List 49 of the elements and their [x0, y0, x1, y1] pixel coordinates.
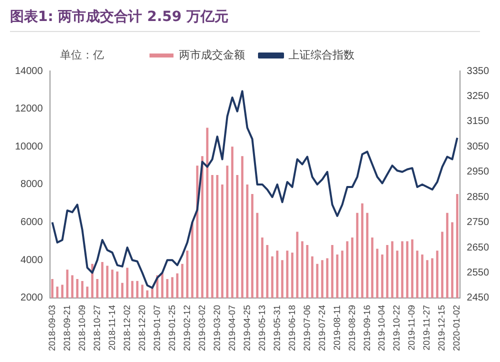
- x-tick-label: 2019-12-15: [436, 304, 447, 352]
- y2-tick-label: 2550: [466, 267, 490, 278]
- x-tick-label: 2019-05-13: [256, 304, 267, 352]
- y-tick-label: 2000: [20, 292, 44, 304]
- y2-tick-label: 3150: [466, 116, 490, 128]
- x-tick-label: 2019-07-24: [316, 304, 327, 352]
- legend-label: 两市成交金额: [179, 48, 245, 62]
- x-tick-label: 2019-10-04: [376, 304, 387, 352]
- x-tick-label: 2019-08-29: [346, 304, 357, 352]
- x-tick-label: 2019-11-27: [422, 304, 432, 350]
- x-tick-label: 2019-08-11: [332, 304, 342, 350]
- x-tick-label: 2019-02-12: [182, 304, 192, 352]
- y2-tick-label: 2750: [466, 217, 490, 228]
- x-tick-label: 2020-01-02: [452, 304, 462, 352]
- y-tick-label: 14000: [14, 66, 44, 77]
- y-tick-label: 12000: [14, 104, 44, 115]
- x-tick-label: 2019-05-31: [272, 304, 282, 352]
- x-tick-label: 2018-10-27: [92, 304, 102, 352]
- x-tick-label: 2019-06-18: [286, 304, 297, 352]
- x-tick-label: 2018-12-02: [122, 304, 132, 352]
- y2-tick-label: 3350: [466, 66, 490, 77]
- x-tick-label: 2019-07-06: [302, 304, 312, 352]
- y2-tick-label: 3250: [466, 90, 490, 102]
- x-tick-label: 2018-09-03: [46, 304, 57, 352]
- x-tick-label: 2019-10-22: [392, 304, 402, 352]
- x-tick-label: 2019-01-07: [152, 304, 162, 352]
- y-tick-label: 10000: [14, 141, 44, 152]
- y-tick-label: 4000: [20, 254, 44, 266]
- x-tick-label: 2019-01-25: [166, 304, 177, 352]
- y2-tick-label: 2650: [466, 242, 490, 254]
- x-tick-label: 2019-09-16: [362, 304, 372, 352]
- x-tick-label: 2019-03-20: [212, 304, 222, 352]
- x-tick-label: 2019-11-09: [406, 304, 417, 350]
- y-tick-label: 6000: [20, 217, 44, 228]
- x-tick-label: 2019-03-02: [196, 304, 207, 352]
- y2-tick-label: 3050: [466, 141, 490, 152]
- y-tick-label: 8000: [20, 179, 44, 190]
- y2-tick-label: 2950: [466, 166, 490, 178]
- chart-title: 图表1: 两市成交合计 2.59 万亿元: [10, 8, 480, 32]
- x-tick-label: 2018-10-09: [76, 304, 87, 352]
- x-tick-label: 2018-11-14: [106, 304, 117, 350]
- y2-tick-label: 2850: [466, 192, 490, 203]
- y2-tick-label: 2450: [466, 292, 490, 304]
- x-tick-label: 2019-04-25: [242, 304, 252, 352]
- y-axis-title: 单位：亿: [60, 48, 104, 62]
- legend-label: 上证综合指数: [288, 48, 354, 62]
- x-tick-label: 2018-12-20: [136, 304, 147, 352]
- x-tick-label: 2019-04-07: [226, 304, 237, 352]
- x-tick-label: 2018-09-21: [62, 304, 72, 352]
